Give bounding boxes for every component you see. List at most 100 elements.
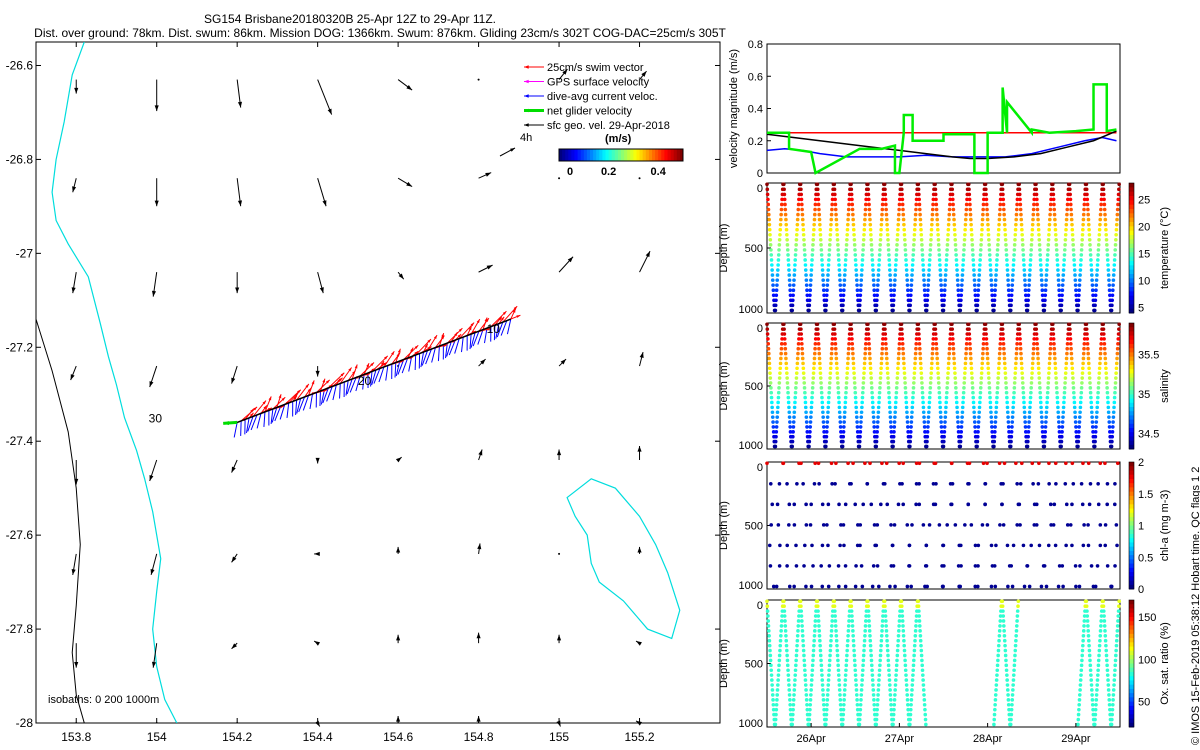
oxygen-point [892, 702, 897, 707]
chla-point [809, 502, 813, 507]
salinity-point [924, 444, 929, 449]
salinity-point [1076, 434, 1081, 439]
temperature-cbar-label: temperature (°C) [1159, 207, 1171, 289]
temperature-point [1079, 258, 1083, 262]
chla-point [1057, 564, 1062, 568]
salinity-cbar-cell [1129, 423, 1134, 429]
temperature-point [787, 278, 792, 282]
temperature-point [945, 253, 949, 257]
temperature-point [970, 248, 975, 252]
salinity-point [933, 322, 937, 327]
salinity-point [858, 434, 862, 439]
salinity-point [1115, 356, 1119, 361]
temperature-point [838, 278, 842, 282]
salinity-point [998, 346, 1002, 351]
temperature-point [774, 293, 779, 298]
oxygen-point [916, 599, 921, 604]
salinity-point [1076, 439, 1081, 444]
track-label: 30 [149, 411, 163, 425]
salinity-point [811, 371, 816, 375]
salinity-point [992, 439, 997, 444]
oxygen-point [820, 673, 824, 677]
swim-vector [450, 331, 458, 342]
salinity-point [866, 332, 871, 336]
geo-vector [558, 256, 574, 273]
temperature-point [828, 232, 833, 237]
oxygen-point [857, 722, 862, 727]
salinity-point [929, 371, 934, 375]
salinity-point [944, 395, 949, 400]
chla-point [839, 523, 843, 527]
oxygen-point [785, 658, 790, 663]
temperature-point [788, 288, 792, 293]
temperature-point [858, 298, 862, 303]
temperature-point [775, 283, 779, 287]
geo-vector-head [150, 568, 155, 575]
oxygen-point [830, 619, 834, 623]
salinity-point [1045, 395, 1050, 400]
oxygen-point [836, 668, 841, 673]
temperature-point [802, 237, 806, 242]
oxygen-point [860, 678, 864, 682]
oxygen-point [1114, 638, 1119, 643]
temperature-point [845, 227, 850, 232]
temperature-point [813, 207, 817, 212]
oxygen-point [826, 683, 831, 687]
chla-point [797, 461, 801, 466]
temperature-point [811, 232, 816, 237]
oxygen-point [794, 653, 799, 658]
oxygen-point [851, 638, 856, 643]
salinity-point [1093, 434, 1098, 439]
oxygen-point [835, 653, 840, 658]
temperature-point [1065, 212, 1069, 217]
dac-vector [454, 338, 460, 354]
temperature-point [774, 298, 778, 303]
geo-vector [151, 272, 158, 297]
oxygen-point [1105, 663, 1109, 668]
temperature-point [830, 197, 835, 202]
salinity-point [1077, 420, 1082, 424]
oxygen-point [994, 683, 999, 687]
salinity-point [803, 390, 807, 395]
temperature-point [841, 293, 846, 298]
temperature-point [1045, 263, 1049, 267]
temperature-point [864, 202, 868, 207]
temperature-point [1078, 263, 1083, 267]
salinity-point [1076, 444, 1080, 449]
oxygen-point [1011, 678, 1016, 682]
chla-point [853, 584, 858, 589]
colorbar-cell [652, 149, 656, 161]
temperature-point [769, 253, 774, 257]
chla-point [808, 523, 813, 527]
oxygen-point [993, 707, 997, 712]
chla-point [826, 502, 831, 507]
temperature-point [1011, 258, 1016, 262]
chla-point [973, 584, 978, 589]
temperature-point [816, 192, 820, 197]
salinity-point [1030, 366, 1035, 371]
salinity-point [770, 405, 774, 410]
salinity-point [1005, 410, 1010, 415]
salinity-point [1078, 405, 1083, 410]
salinity-point [1066, 337, 1070, 341]
chla-point [949, 502, 954, 507]
oxygen-point [835, 643, 839, 648]
oxygen-point [1016, 604, 1020, 608]
salinity-point [1081, 351, 1086, 356]
oxygen-point [867, 619, 871, 623]
salinity-point [927, 395, 932, 400]
temperature-point [1054, 243, 1059, 247]
oxygen-point [879, 633, 884, 638]
salinity-point [1046, 381, 1051, 385]
swim-vector-head [454, 332, 458, 337]
temperature-point [837, 268, 842, 272]
oxygen-point [879, 638, 884, 643]
geo-vector [315, 457, 320, 464]
geo-vector-head [567, 256, 574, 263]
dac-vector [385, 365, 389, 381]
salinity-point [793, 395, 798, 400]
oxygen-point [766, 619, 771, 623]
salinity-point [835, 376, 840, 380]
salinity-point [1106, 405, 1111, 410]
temperature-point [984, 187, 988, 192]
